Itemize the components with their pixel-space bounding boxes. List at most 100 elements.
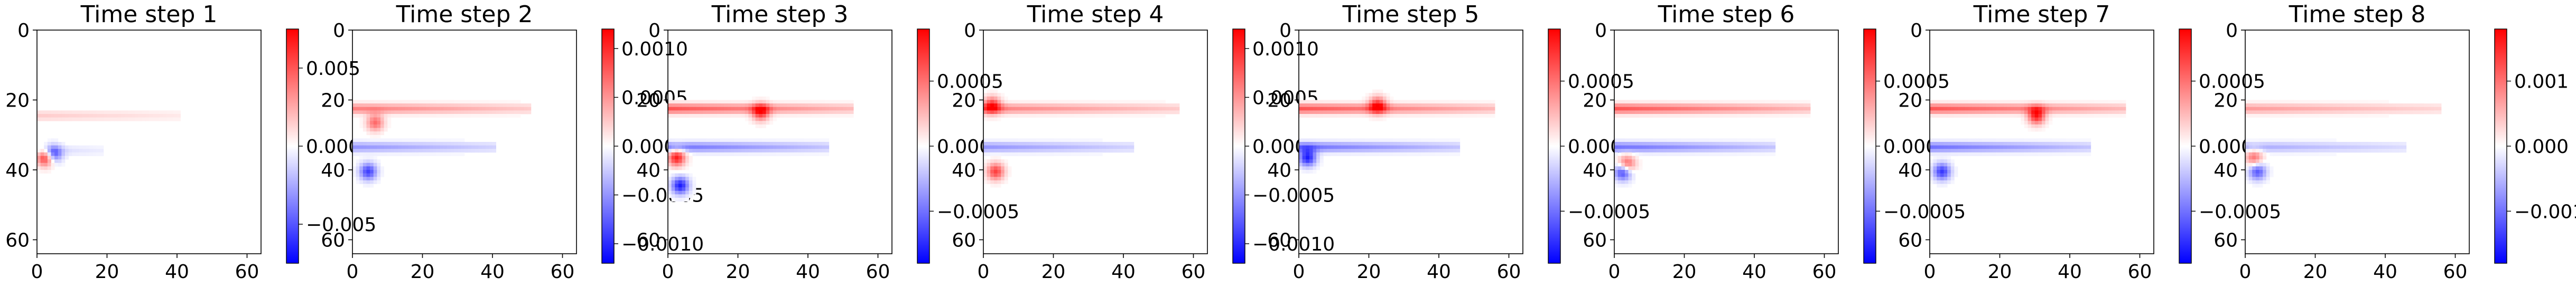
heatmap-cell xyxy=(61,149,66,153)
heatmap-cell xyxy=(1372,107,1377,111)
heatmap-cell xyxy=(1950,177,1955,181)
heatmap-cell xyxy=(471,114,476,118)
heatmap-cell xyxy=(1667,107,1671,111)
heatmap-cell xyxy=(2357,114,2361,118)
heatmap-cell xyxy=(1344,114,1349,118)
heatmap-cell xyxy=(1053,138,1057,142)
heatmap-cell xyxy=(2021,114,2025,118)
heatmap-cell xyxy=(1940,110,1944,114)
heatmap-cell xyxy=(415,110,420,114)
heatmap-cell xyxy=(1621,145,1625,149)
heatmap-cell xyxy=(2108,110,2112,114)
heatmap-cell xyxy=(450,103,454,108)
heatmap-cell xyxy=(156,117,160,121)
heatmap-cell xyxy=(2311,114,2315,118)
heatmap-cell xyxy=(2322,152,2326,156)
heatmap-cell xyxy=(1688,138,1692,142)
heatmap-cell xyxy=(1779,114,1783,118)
heatmap-cell xyxy=(1736,149,1741,153)
heatmap-cell xyxy=(461,142,465,146)
heatmap-cell xyxy=(2034,142,2039,146)
heatmap-cell xyxy=(1077,149,1082,153)
heatmap-cell xyxy=(1105,107,1110,111)
heatmap-cell xyxy=(461,149,465,153)
heatmap-cell xyxy=(678,152,682,156)
heatmap-cell xyxy=(1978,152,1983,156)
heatmap-cell xyxy=(1943,103,1948,108)
heatmap-cell xyxy=(811,142,815,146)
heatmap-cell xyxy=(1660,114,1664,118)
heatmap-cell xyxy=(1708,138,1713,142)
heatmap-cell xyxy=(370,121,374,125)
heatmap-cell xyxy=(1768,114,1772,118)
heatmap-cell xyxy=(1039,149,1044,153)
heatmap-cell xyxy=(2077,107,2081,111)
heatmap-cell xyxy=(2245,173,2249,177)
heatmap-cell xyxy=(1708,145,1713,149)
heatmap-cell xyxy=(1053,103,1057,108)
heatmap-cell xyxy=(1355,149,1359,153)
heatmap-cell xyxy=(408,149,413,153)
heatmap-cell xyxy=(1334,100,1338,104)
heatmap-cell xyxy=(745,138,749,142)
heatmap-cell xyxy=(993,173,998,177)
y-tick-label: 0 xyxy=(333,20,345,42)
heatmap-cell xyxy=(745,103,749,108)
heatmap-cell xyxy=(1386,100,1390,104)
heatmap-cell xyxy=(1358,110,1362,114)
heatmap-cell xyxy=(2038,110,2042,114)
heatmap-cell xyxy=(356,110,360,114)
heatmap-cell xyxy=(668,184,672,188)
heatmap-cell xyxy=(1036,103,1040,108)
heatmap-cell xyxy=(1673,114,1678,118)
heatmap-cell xyxy=(2077,100,2081,104)
heatmap-cell xyxy=(1491,114,1495,118)
heatmap-cell xyxy=(37,166,41,170)
heatmap-cell xyxy=(734,114,738,118)
heatmap-cell xyxy=(1937,162,1941,167)
heatmap-cell xyxy=(1958,103,1962,108)
heatmap-cell xyxy=(1021,100,1026,104)
heatmap-cell xyxy=(1411,138,1415,142)
heatmap-cell xyxy=(1491,100,1495,104)
heatmap-cell xyxy=(2087,107,2091,111)
heatmap-cell xyxy=(1036,152,1040,156)
heatmap-cell xyxy=(1330,138,1334,142)
heatmap-cell xyxy=(790,107,794,111)
heatmap-cell xyxy=(1958,107,1962,111)
heatmap-cell xyxy=(429,110,433,114)
heatmap-cell xyxy=(2042,138,2046,142)
heatmap-cell xyxy=(675,100,679,104)
heatmap-cell xyxy=(482,107,486,111)
heatmap-cell xyxy=(1670,152,1675,156)
heatmap-cell xyxy=(1001,166,1005,170)
heatmap-cell xyxy=(1077,107,1082,111)
heatmap-cell xyxy=(149,114,153,118)
heatmap-cell xyxy=(1344,142,1349,146)
heatmap-cell xyxy=(2273,138,2277,142)
heatmap-cell xyxy=(2080,149,2084,153)
heatmap-cell xyxy=(2003,142,2007,146)
heatmap-cell xyxy=(457,107,461,111)
heatmap-cell xyxy=(1323,152,1327,156)
heatmap-cell xyxy=(685,159,690,164)
heatmap-cell xyxy=(1330,149,1334,153)
heatmap-cell xyxy=(748,138,752,142)
heatmap-cell xyxy=(1782,114,1787,118)
heatmap-cell xyxy=(2395,110,2400,114)
heatmap-cell xyxy=(1306,110,1310,114)
heatmap-cell xyxy=(1351,145,1355,149)
heatmap-cell xyxy=(1688,110,1692,114)
x-tick-label: 40 xyxy=(2373,261,2397,283)
heatmap-cell xyxy=(2000,145,2004,149)
heatmap-cell xyxy=(671,190,675,195)
heatmap-cell xyxy=(2006,145,2011,149)
heatmap-cell xyxy=(2367,110,2372,114)
heatmap-cell xyxy=(373,156,377,160)
heatmap-cell xyxy=(408,107,413,111)
heatmap-cell xyxy=(1306,107,1310,111)
heatmap-cell xyxy=(359,142,364,146)
heatmap-cell xyxy=(1116,103,1120,108)
heatmap-cell xyxy=(1933,103,1937,108)
heatmap-cell xyxy=(766,152,770,156)
